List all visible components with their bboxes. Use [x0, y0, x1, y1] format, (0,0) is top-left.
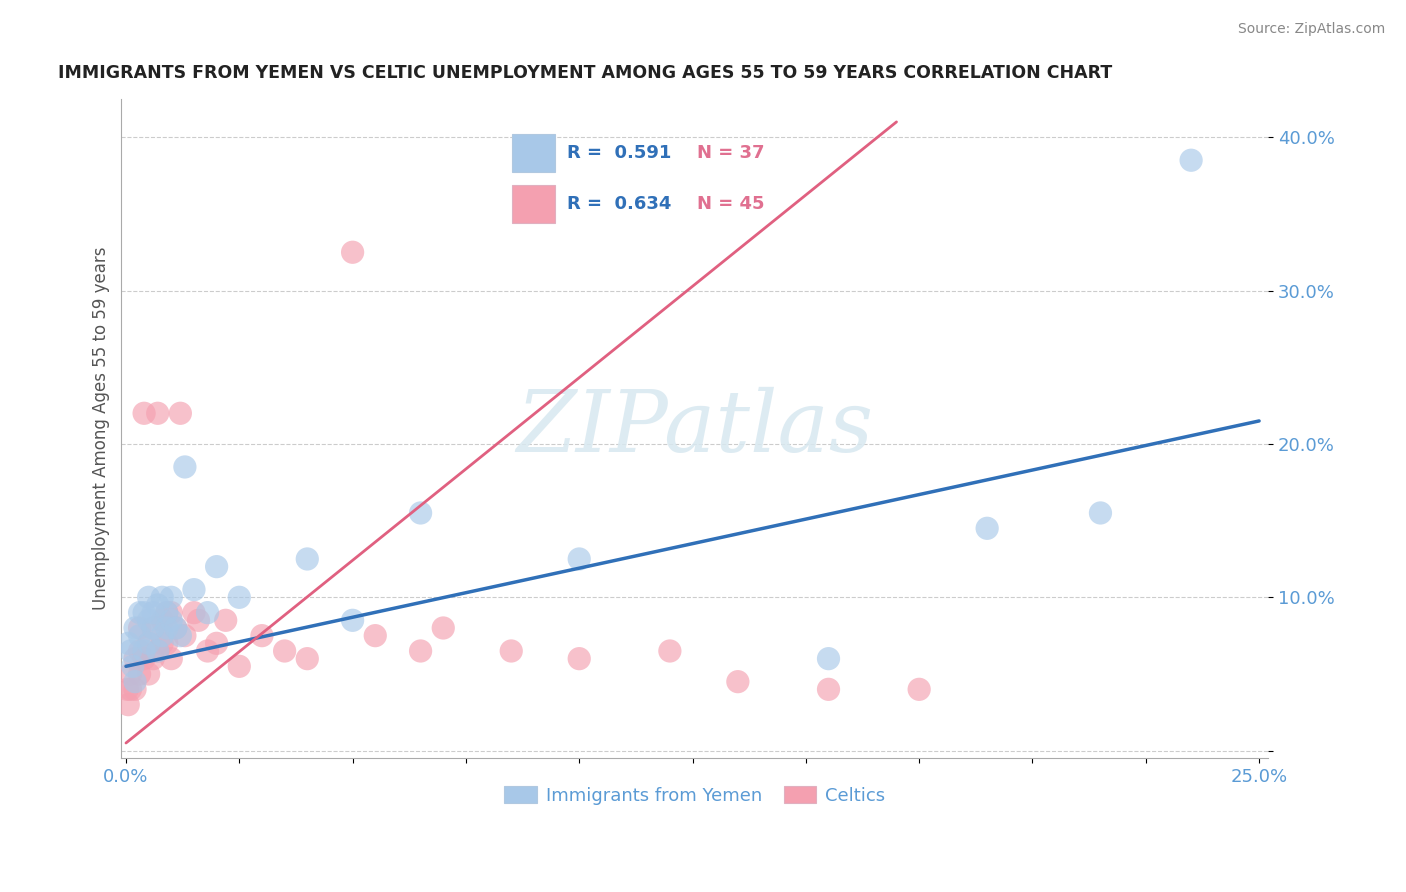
Point — [132, 644, 155, 658]
Point — [124, 621, 146, 635]
Point — [160, 591, 183, 605]
Point — [568, 651, 591, 665]
Point — [197, 644, 219, 658]
Point — [187, 613, 209, 627]
Point — [128, 644, 150, 658]
Point — [146, 644, 169, 658]
Point — [138, 613, 160, 627]
Point — [120, 644, 142, 658]
Point — [174, 629, 197, 643]
Point — [432, 621, 454, 635]
Text: IMMIGRANTS FROM YEMEN VS CELTIC UNEMPLOYMENT AMONG AGES 55 TO 59 YEARS CORRELATI: IMMIGRANTS FROM YEMEN VS CELTIC UNEMPLOY… — [59, 64, 1112, 82]
Point — [132, 651, 155, 665]
Point — [138, 667, 160, 681]
Point — [128, 667, 150, 681]
Y-axis label: Unemployment Among Ages 55 to 59 years: Unemployment Among Ages 55 to 59 years — [93, 247, 110, 610]
Point — [205, 636, 228, 650]
Point — [150, 629, 173, 643]
Point — [160, 606, 183, 620]
Point — [908, 682, 931, 697]
Point — [156, 621, 179, 635]
Point — [146, 406, 169, 420]
Point — [342, 245, 364, 260]
Point — [150, 636, 173, 650]
Point — [250, 629, 273, 643]
Point — [215, 613, 238, 627]
Point — [142, 621, 165, 635]
Point — [160, 651, 183, 665]
Point — [409, 644, 432, 658]
Point — [205, 559, 228, 574]
Point — [169, 629, 191, 643]
Point — [146, 598, 169, 612]
Point — [117, 698, 139, 712]
Point — [138, 636, 160, 650]
Point — [183, 606, 205, 620]
Point — [174, 459, 197, 474]
Point — [727, 674, 749, 689]
Point — [658, 644, 681, 658]
Point — [273, 644, 295, 658]
Point — [124, 651, 146, 665]
Point — [156, 636, 179, 650]
Point — [128, 629, 150, 643]
Point — [150, 591, 173, 605]
Point — [156, 606, 179, 620]
Point — [120, 667, 142, 681]
Point — [976, 521, 998, 535]
Point — [120, 682, 142, 697]
Point — [121, 659, 143, 673]
Point — [138, 636, 160, 650]
Point — [817, 682, 839, 697]
Point — [297, 552, 319, 566]
Point — [1090, 506, 1112, 520]
Point — [228, 659, 250, 673]
Point — [138, 591, 160, 605]
Text: Source: ZipAtlas.com: Source: ZipAtlas.com — [1237, 22, 1385, 37]
Point — [817, 651, 839, 665]
Point — [142, 606, 165, 620]
Point — [142, 621, 165, 635]
Point — [183, 582, 205, 597]
Point — [132, 606, 155, 620]
Point — [117, 682, 139, 697]
Point — [128, 621, 150, 635]
Point — [124, 674, 146, 689]
Point — [142, 651, 165, 665]
Point — [409, 506, 432, 520]
Text: ZIPatlas: ZIPatlas — [516, 387, 873, 470]
Point — [1180, 153, 1202, 168]
Point — [342, 613, 364, 627]
Point — [568, 552, 591, 566]
Point — [128, 606, 150, 620]
Point — [165, 621, 187, 635]
Point — [150, 613, 173, 627]
Point — [165, 621, 187, 635]
Point — [160, 613, 183, 627]
Point — [132, 406, 155, 420]
Point — [228, 591, 250, 605]
Point — [169, 406, 191, 420]
Point — [197, 606, 219, 620]
Point — [501, 644, 523, 658]
Legend: Immigrants from Yemen, Celtics: Immigrants from Yemen, Celtics — [498, 779, 893, 812]
Point — [297, 651, 319, 665]
Point — [117, 636, 139, 650]
Point — [156, 606, 179, 620]
Point — [146, 644, 169, 658]
Point — [124, 682, 146, 697]
Point — [364, 629, 387, 643]
